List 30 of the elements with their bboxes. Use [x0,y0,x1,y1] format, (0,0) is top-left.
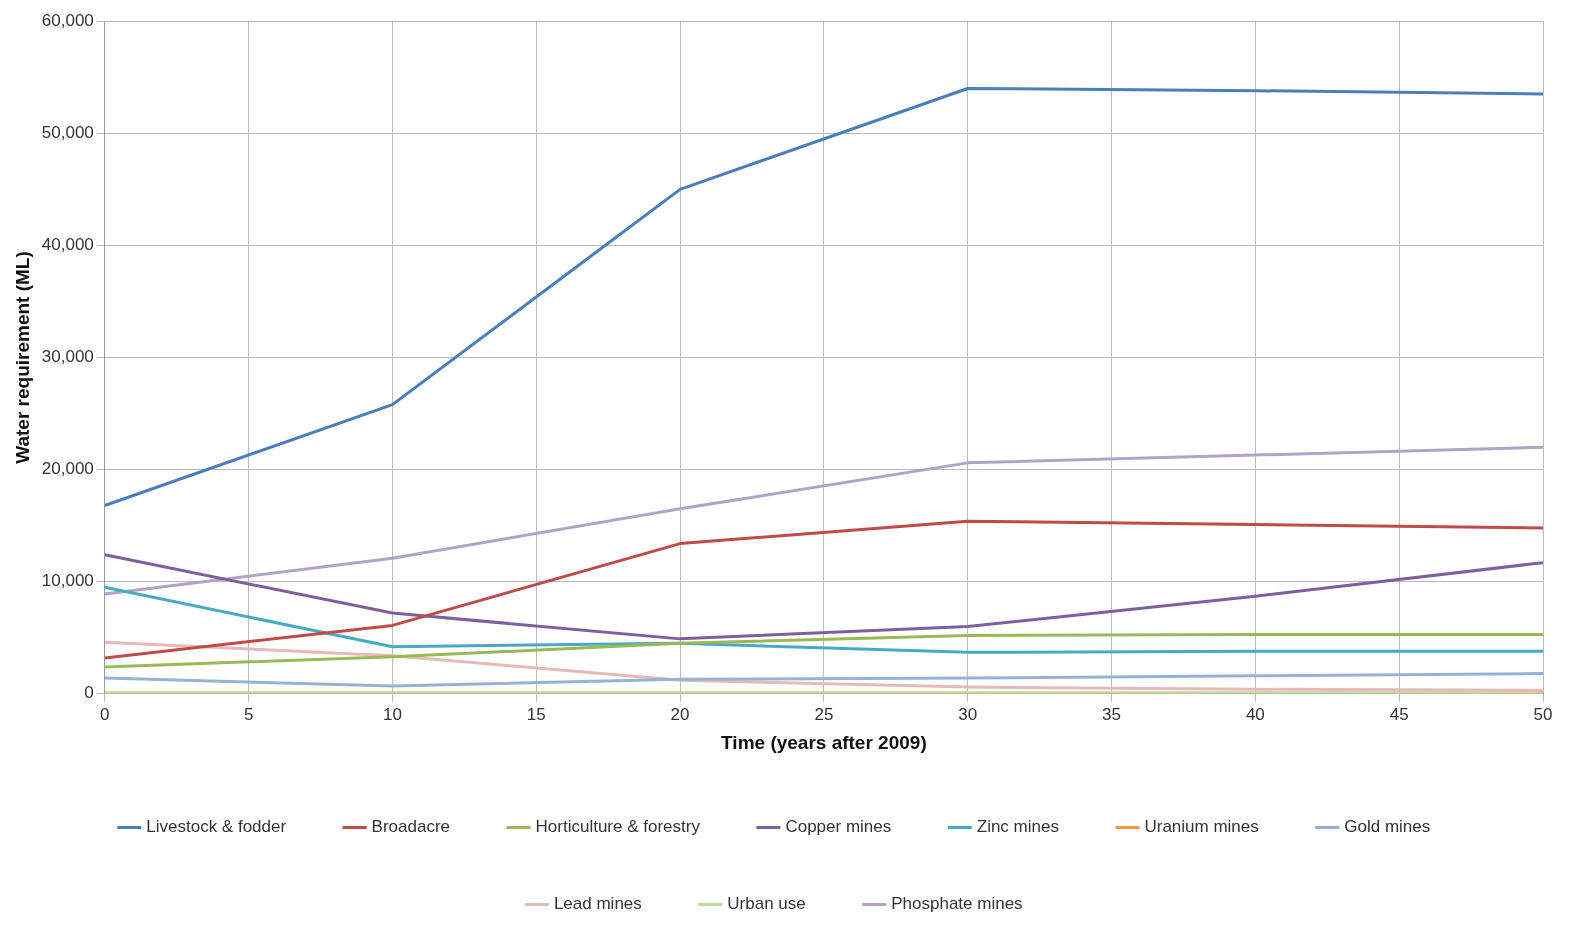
x-tick-label: 45 [1389,704,1409,724]
legend-label: Uranium mines [1144,817,1259,837]
y-tick-label: 10,000 [41,571,94,591]
x-tick-label: 5 [243,704,254,724]
x-tick-label: 10 [382,704,402,724]
x-tick-label: 25 [814,704,834,724]
legend-label: Urban use [727,894,806,914]
legend-label: Lead mines [553,894,642,914]
x-axis-title: Time (years after 2009) [721,731,927,753]
legend-label: Phosphate mines [891,894,1023,914]
legend-label: Gold mines [1344,817,1431,837]
legend-label: Livestock & fodder [146,817,287,837]
x-tick-label: 50 [1533,704,1553,724]
x-tick-label: 30 [958,704,978,724]
y-tick-label: 0 [84,683,94,703]
y-tick-label: 50,000 [41,122,94,142]
legend-label: Horticulture & forestry [535,817,701,837]
y-tick-label: 60,000 [41,10,94,30]
legend-label: Zinc mines [976,817,1059,837]
y-tick-label: 30,000 [41,347,94,367]
y-tick-label: 20,000 [41,459,94,479]
x-tick-label: 40 [1245,704,1265,724]
y-tick-label: 40,000 [41,235,94,255]
x-tick-label: 35 [1102,704,1121,724]
x-tick-label: 0 [100,704,110,724]
x-tick-label: 20 [670,704,690,724]
y-axis-title: Water requirement (ML) [11,251,33,464]
x-tick-label: 15 [526,704,546,724]
legend-label: Broadacre [371,817,451,837]
legend-label: Copper mines [785,817,892,837]
